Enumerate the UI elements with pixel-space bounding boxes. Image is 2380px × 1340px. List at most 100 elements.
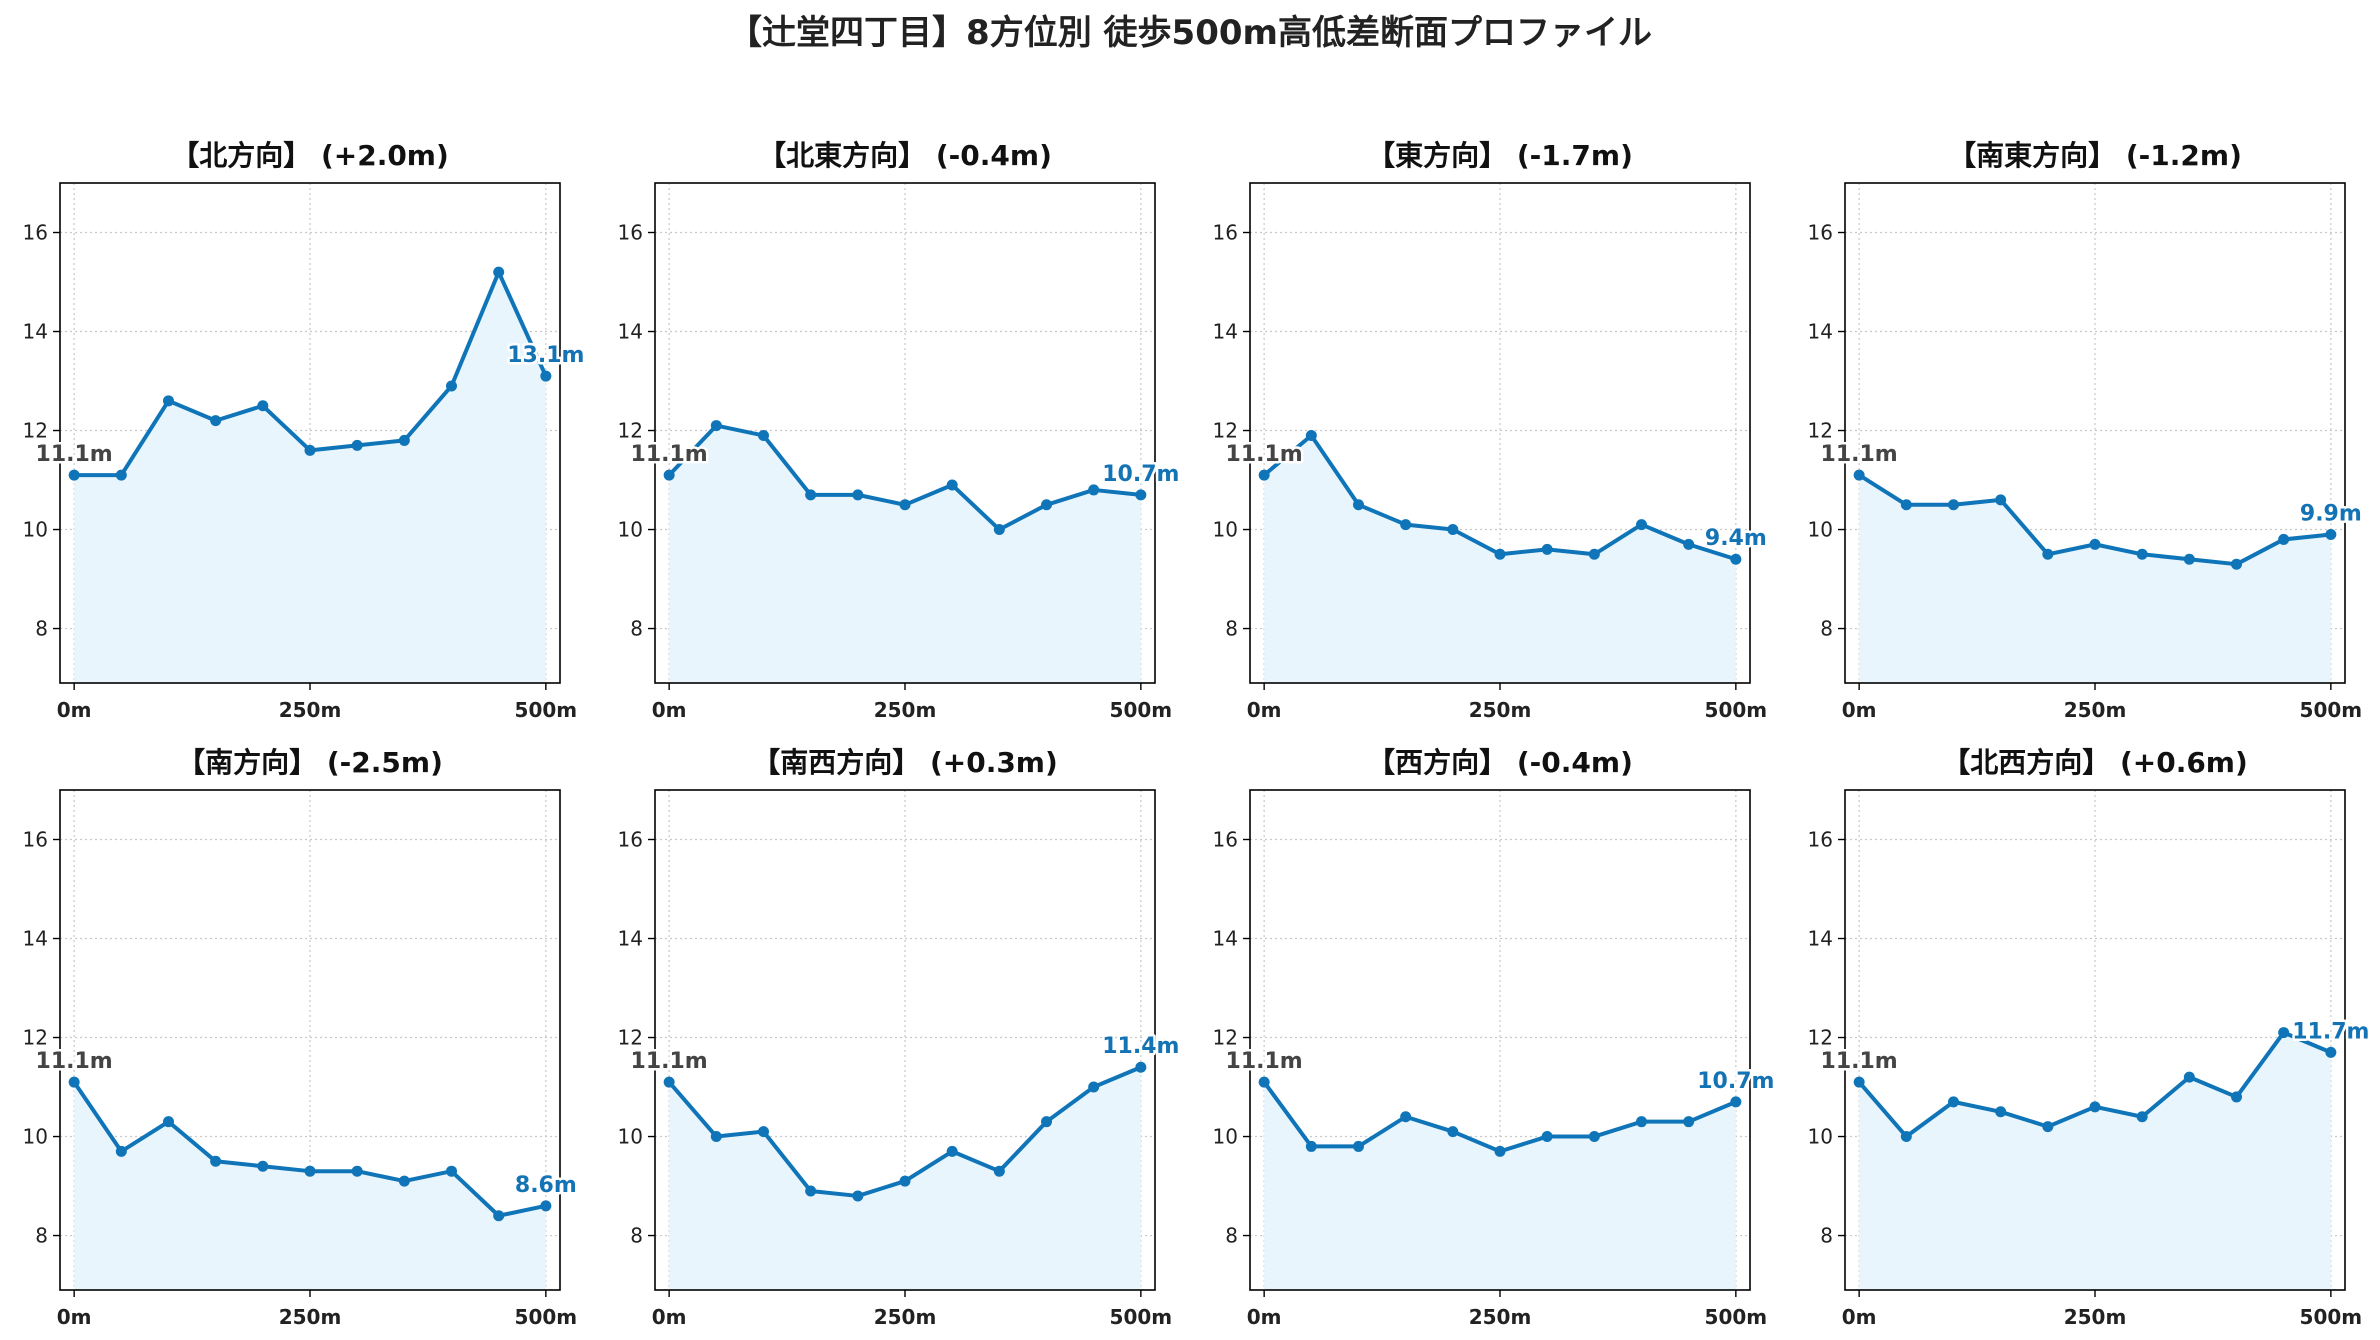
data-point [1041, 1116, 1053, 1128]
data-point [1636, 519, 1648, 531]
data-point [1541, 1131, 1553, 1143]
data-point [2042, 548, 2054, 560]
data-point [1088, 484, 1100, 496]
data-point [398, 434, 410, 446]
data-point [2042, 1121, 2054, 1133]
start-elevation-label: 11.1m [1226, 1049, 1303, 1074]
data-point [1636, 1116, 1648, 1128]
data-point [757, 1126, 769, 1138]
start-elevation-label: 11.1m [631, 1049, 708, 1074]
data-point [1088, 1081, 1100, 1093]
data-point [1730, 553, 1742, 565]
data-point [1853, 1076, 1865, 1088]
y-tick-label: 14 [1808, 320, 1833, 344]
data-point [115, 469, 127, 481]
end-elevation-label: 11.4m [1102, 1034, 1179, 1059]
data-point [710, 1131, 722, 1143]
x-tick-label: 250m [874, 698, 937, 722]
profile-panel: 【南方向】 (-2.5m) 8 10 12 14 16 0m 250m 500m 11.1m 8.6… [23, 746, 580, 1329]
x-tick-label: 0m [1842, 1305, 1877, 1329]
end-elevation-label: 10.7m [1102, 462, 1179, 487]
y-tick-label: 16 [1808, 221, 1833, 245]
x-tick-label: 500m [2300, 698, 2363, 722]
data-point [1588, 1131, 1600, 1143]
start-elevation-label: 11.1m [36, 442, 113, 467]
data-point [993, 1165, 1005, 1177]
y-tick-label: 14 [23, 927, 48, 951]
start-elevation-label: 11.1m [1226, 442, 1303, 467]
data-point [2089, 538, 2101, 550]
data-point [1900, 1131, 1912, 1143]
panel-title: 【北西方向】 (+0.6m) [1942, 746, 2248, 779]
profile-panel: 【北方向】 (+2.0m) 8 10 12 14 16 0m 250m 500m 11.1m 13.… [23, 139, 587, 722]
y-tick-label: 8 [1820, 617, 1833, 641]
data-point [899, 1175, 911, 1187]
panel-grid: 【北方向】 (+2.0m) 8 10 12 14 16 0m 250m 500m 11.1m 13.… [23, 139, 2372, 1329]
data-point [663, 469, 675, 481]
area-fill [74, 272, 546, 683]
profile-panel: 【南東方向】 (-1.2m) 8 10 12 14 16 0m 250m 500m 11.1m 9.… [1808, 139, 2365, 722]
data-point [68, 469, 80, 481]
x-tick-label: 250m [2064, 1305, 2127, 1329]
profile-panel: 【東方向】 (-1.7m) 8 10 12 14 16 0m 250m 500m 11.1m 9.4… [1213, 139, 1770, 722]
x-tick-label: 500m [515, 698, 578, 722]
area-fill [1859, 1032, 2331, 1290]
x-tick-label: 250m [874, 1305, 937, 1329]
data-point [1853, 469, 1865, 481]
y-tick-label: 8 [630, 1224, 643, 1248]
data-point [1400, 519, 1412, 531]
data-point [162, 1116, 174, 1128]
data-point [210, 415, 222, 427]
area-fill [669, 1067, 1141, 1290]
end-elevation-label: 9.9m [2300, 501, 2362, 526]
y-tick-label: 10 [618, 1125, 643, 1149]
y-tick-label: 16 [1213, 221, 1238, 245]
y-tick-label: 10 [1213, 518, 1238, 542]
panel-title: 【南方向】 (-2.5m) [177, 746, 443, 779]
data-point [899, 499, 911, 511]
data-point [1588, 548, 1600, 560]
data-point [540, 1200, 552, 1212]
data-point [493, 1210, 505, 1222]
x-tick-label: 250m [279, 698, 342, 722]
end-elevation-label: 10.7m [1697, 1069, 1774, 1094]
x-tick-label: 0m [1247, 1305, 1282, 1329]
x-tick-label: 500m [1110, 1305, 1173, 1329]
start-elevation-label: 11.1m [631, 442, 708, 467]
data-point [540, 370, 552, 382]
data-point [2231, 558, 2243, 570]
y-tick-label: 12 [23, 419, 48, 443]
y-tick-label: 14 [1213, 320, 1238, 344]
y-tick-label: 8 [1820, 1224, 1833, 1248]
data-point [1494, 1145, 1506, 1157]
y-tick-label: 10 [1808, 518, 1833, 542]
panel-title: 【東方向】 (-1.7m) [1367, 139, 1633, 172]
y-tick-label: 10 [1808, 1125, 1833, 1149]
x-tick-label: 0m [1247, 698, 1282, 722]
data-point [1041, 499, 1053, 511]
y-tick-label: 12 [23, 1026, 48, 1050]
y-tick-label: 14 [618, 320, 643, 344]
data-point [210, 1155, 222, 1167]
x-tick-label: 0m [57, 698, 92, 722]
profile-panel: 【西方向】 (-0.4m) 8 10 12 14 16 0m 250m 500m 11.1m 10.… [1213, 746, 1777, 1329]
end-elevation-label: 11.7m [2292, 1019, 2369, 1044]
y-tick-label: 12 [618, 419, 643, 443]
y-tick-label: 14 [1213, 927, 1238, 951]
y-tick-label: 16 [1213, 828, 1238, 852]
data-point [1494, 548, 1506, 560]
data-point [946, 479, 958, 491]
data-point [351, 1165, 363, 1177]
panel-title: 【北方向】 (+2.0m) [171, 139, 449, 172]
data-point [1258, 1076, 1270, 1088]
data-point [946, 1145, 958, 1157]
end-elevation-label: 8.6m [515, 1173, 577, 1198]
area-fill [1859, 475, 2331, 683]
panel-title: 【西方向】 (-0.4m) [1367, 746, 1633, 779]
data-point [2325, 1046, 2337, 1058]
end-elevation-label: 13.1m [507, 343, 584, 368]
data-point [663, 1076, 675, 1088]
x-tick-label: 0m [1842, 698, 1877, 722]
data-point [1258, 469, 1270, 481]
data-point [2183, 1071, 2195, 1083]
